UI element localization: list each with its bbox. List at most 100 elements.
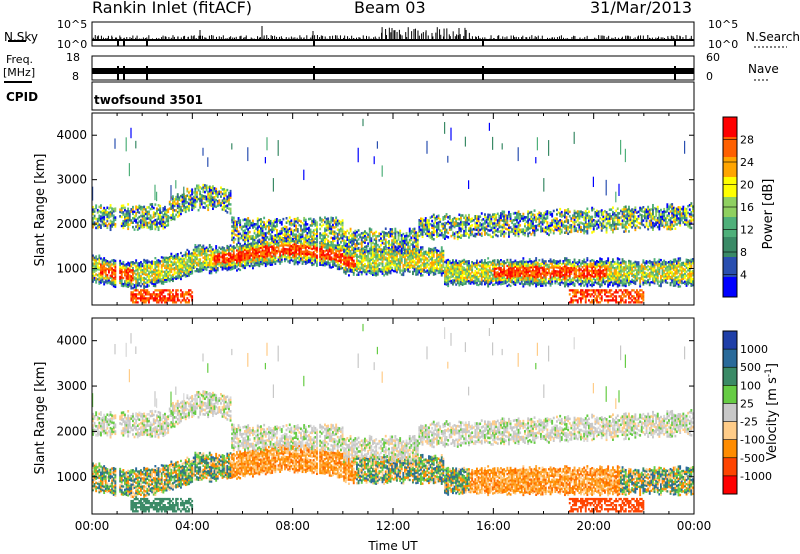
power-cell (328, 254, 331, 257)
power-cell (157, 273, 160, 276)
power-cell (221, 246, 224, 249)
power-cell (463, 278, 466, 282)
power-cell (228, 191, 230, 195)
power-cell (357, 261, 360, 264)
power-cell (418, 265, 421, 268)
power-cell (138, 266, 141, 269)
power-cell (106, 280, 109, 283)
power-cell (172, 263, 174, 267)
power-cell (188, 289, 190, 292)
power-cell (416, 238, 419, 242)
power-cell (469, 229, 472, 232)
power-cell (183, 299, 186, 302)
power-cell (104, 222, 107, 225)
power-cell (226, 248, 229, 252)
power-cell (322, 261, 325, 265)
power-cell (186, 258, 189, 262)
power-cell (122, 276, 125, 280)
power-cell (213, 263, 216, 266)
power-cell (359, 252, 362, 255)
power-cell (216, 193, 219, 196)
power-cell (484, 283, 486, 286)
power-cell (314, 233, 317, 236)
power-cell (244, 258, 246, 262)
power-cell (373, 255, 376, 259)
power-cell (432, 271, 435, 274)
power-cell (328, 231, 331, 235)
power-cell (437, 234, 440, 238)
power-cell (376, 273, 379, 276)
power-cell (229, 266, 232, 269)
power-cell (365, 245, 368, 248)
power-cell (485, 232, 488, 235)
power-cell (108, 211, 110, 215)
power-cell (362, 264, 365, 267)
power-cell (277, 234, 280, 238)
power-cell (341, 255, 344, 258)
power-cell (180, 251, 182, 255)
power-cell (93, 258, 96, 261)
power-cell (192, 258, 195, 262)
power-cell (250, 264, 253, 267)
power-cell (140, 281, 142, 284)
power-cell (197, 254, 200, 257)
power-cell (165, 260, 168, 263)
power-cell (368, 231, 371, 235)
power-cell (194, 253, 197, 257)
power-cell (391, 260, 394, 264)
power-cell (332, 232, 334, 236)
power-cell (354, 264, 357, 268)
power-cell (424, 217, 427, 220)
power-cell (384, 262, 387, 265)
power-cell (178, 205, 181, 208)
power-cell (197, 244, 200, 247)
power-cell (231, 218, 234, 222)
power-cell (424, 252, 427, 255)
power-cell (122, 282, 125, 286)
power-cell (327, 219, 330, 223)
power-cell (357, 265, 360, 268)
power-cell (168, 293, 171, 296)
power-cell (400, 247, 403, 250)
power-cell (346, 260, 349, 263)
power-cell (162, 262, 165, 265)
power-cell (380, 254, 382, 257)
power-cell (463, 262, 466, 266)
power-cell (410, 249, 413, 253)
power-cell (164, 212, 166, 216)
power-cell (399, 251, 402, 254)
power-cell (272, 256, 275, 260)
power-cell (468, 180, 470, 190)
power-cell (269, 228, 272, 232)
power-cell (359, 249, 362, 252)
power-cell (96, 222, 99, 225)
power-cell (210, 252, 213, 255)
power-cell (164, 270, 166, 273)
power-cell (266, 243, 269, 246)
power-cell (484, 231, 486, 234)
power-cell (445, 230, 448, 234)
power-cell (431, 252, 434, 255)
power-cell (186, 205, 189, 209)
power-cell (400, 249, 403, 253)
power-cell (364, 239, 366, 242)
cpid-label: CPID (6, 90, 39, 104)
power-cell (444, 226, 446, 229)
power-cell (202, 264, 205, 267)
power-cell (136, 226, 139, 229)
power-cell (260, 229, 262, 232)
power-cell (316, 244, 318, 247)
power-cell (229, 209, 232, 213)
power-cell (183, 265, 186, 269)
power-cell (223, 192, 226, 196)
power-cell (237, 249, 240, 253)
power-cell (471, 274, 474, 278)
power-cell (204, 201, 206, 205)
power-cell (176, 268, 179, 272)
power-cell (277, 256, 280, 259)
power-cell (164, 280, 166, 283)
power-cell (370, 250, 373, 254)
power-cell (231, 253, 234, 257)
power-cell (360, 261, 363, 264)
power-cell (128, 216, 131, 220)
